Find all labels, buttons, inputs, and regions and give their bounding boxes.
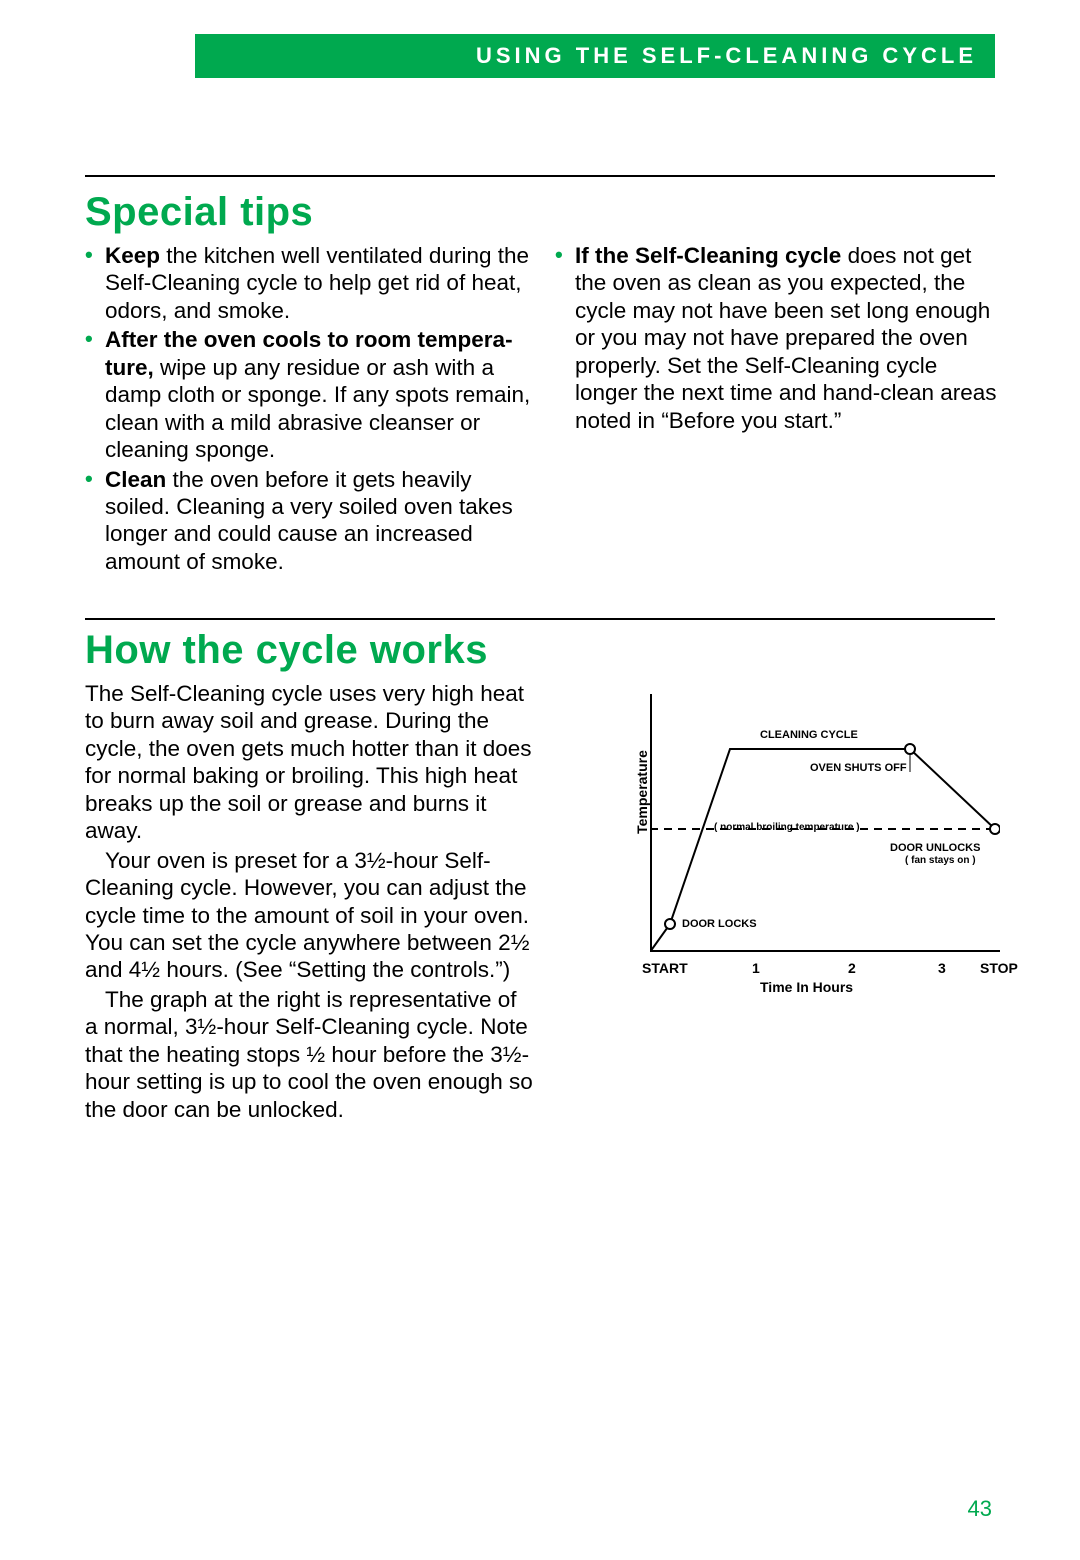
tip-item: • If the Self-Cleaning cycle does not ge…	[555, 242, 1005, 434]
cycle-chart: Temperature Time In Hours START 1 2 3 ST…	[610, 694, 1010, 994]
tips-right-column: • If the Self-Cleaning cycle does not ge…	[555, 242, 1005, 436]
tip-bold: Clean	[105, 467, 166, 492]
chart-label-shutsoff: OVEN SHUTS OFF	[810, 762, 907, 774]
tip-bold: Keep	[105, 243, 160, 268]
cycle-para: The graph at the right is representative…	[85, 986, 535, 1123]
chart-x-label: Time In Hours	[760, 979, 853, 995]
chart-label-fan: ( fan stays on )	[905, 855, 976, 866]
tip-item: • After the oven cools to room tempera­t…	[85, 326, 535, 463]
divider-mid	[85, 618, 995, 620]
chart-x-tick: START	[642, 960, 688, 976]
tip-text: wipe up any residue or ash with a damp c…	[105, 355, 530, 462]
tips-heading: Special tips	[85, 190, 313, 235]
tip-text: the oven before it gets heavily soiled. …	[105, 467, 513, 574]
tip-item: • Clean the oven before it gets heavily …	[85, 466, 535, 576]
bullet-icon: •	[555, 242, 563, 269]
cycle-para: The Self-Cleaning cycle uses very high h…	[85, 680, 535, 845]
tip-bold: If the Self-Cleaning cycle	[575, 243, 841, 268]
divider-top	[85, 175, 995, 177]
chart-label-unlocks: DOOR UNLOCKS	[890, 842, 980, 854]
tips-left-column: • Keep the kitchen well ventilated durin…	[85, 242, 535, 577]
cycle-para: Your oven is preset for a 3½-hour Self-C…	[85, 847, 535, 984]
page-number: 43	[968, 1496, 992, 1522]
chart-label-locks: DOOR LOCKS	[682, 918, 757, 930]
chart-label-broil: ( normal broiling temperature )	[714, 822, 860, 833]
bullet-icon: •	[85, 326, 93, 353]
chart-x-tick: STOP	[980, 960, 1018, 976]
chart-y-label: Temperature	[634, 750, 650, 834]
cycle-text-column: The Self-Cleaning cycle uses very high h…	[85, 680, 535, 1125]
chart-x-tick: 3	[938, 960, 946, 976]
header-title: USING THE SELF-CLEANING CYCLE	[476, 43, 977, 69]
tip-text: does not get the oven as clean as you ex…	[575, 243, 997, 433]
tip-item: • Keep the kitchen well ventilated durin…	[85, 242, 535, 324]
bullet-icon: •	[85, 466, 93, 493]
chart-label-cleaning: CLEANING CYCLE	[760, 729, 858, 741]
cycle-heading: How the cycle works	[85, 628, 488, 673]
chart-x-tick: 1	[752, 960, 760, 976]
chart-x-tick: 2	[848, 960, 856, 976]
bullet-icon: •	[85, 242, 93, 269]
tip-text: the kitchen well ventilated during the S…	[105, 243, 529, 323]
header-bar: USING THE SELF-CLEANING CYCLE	[195, 34, 995, 78]
